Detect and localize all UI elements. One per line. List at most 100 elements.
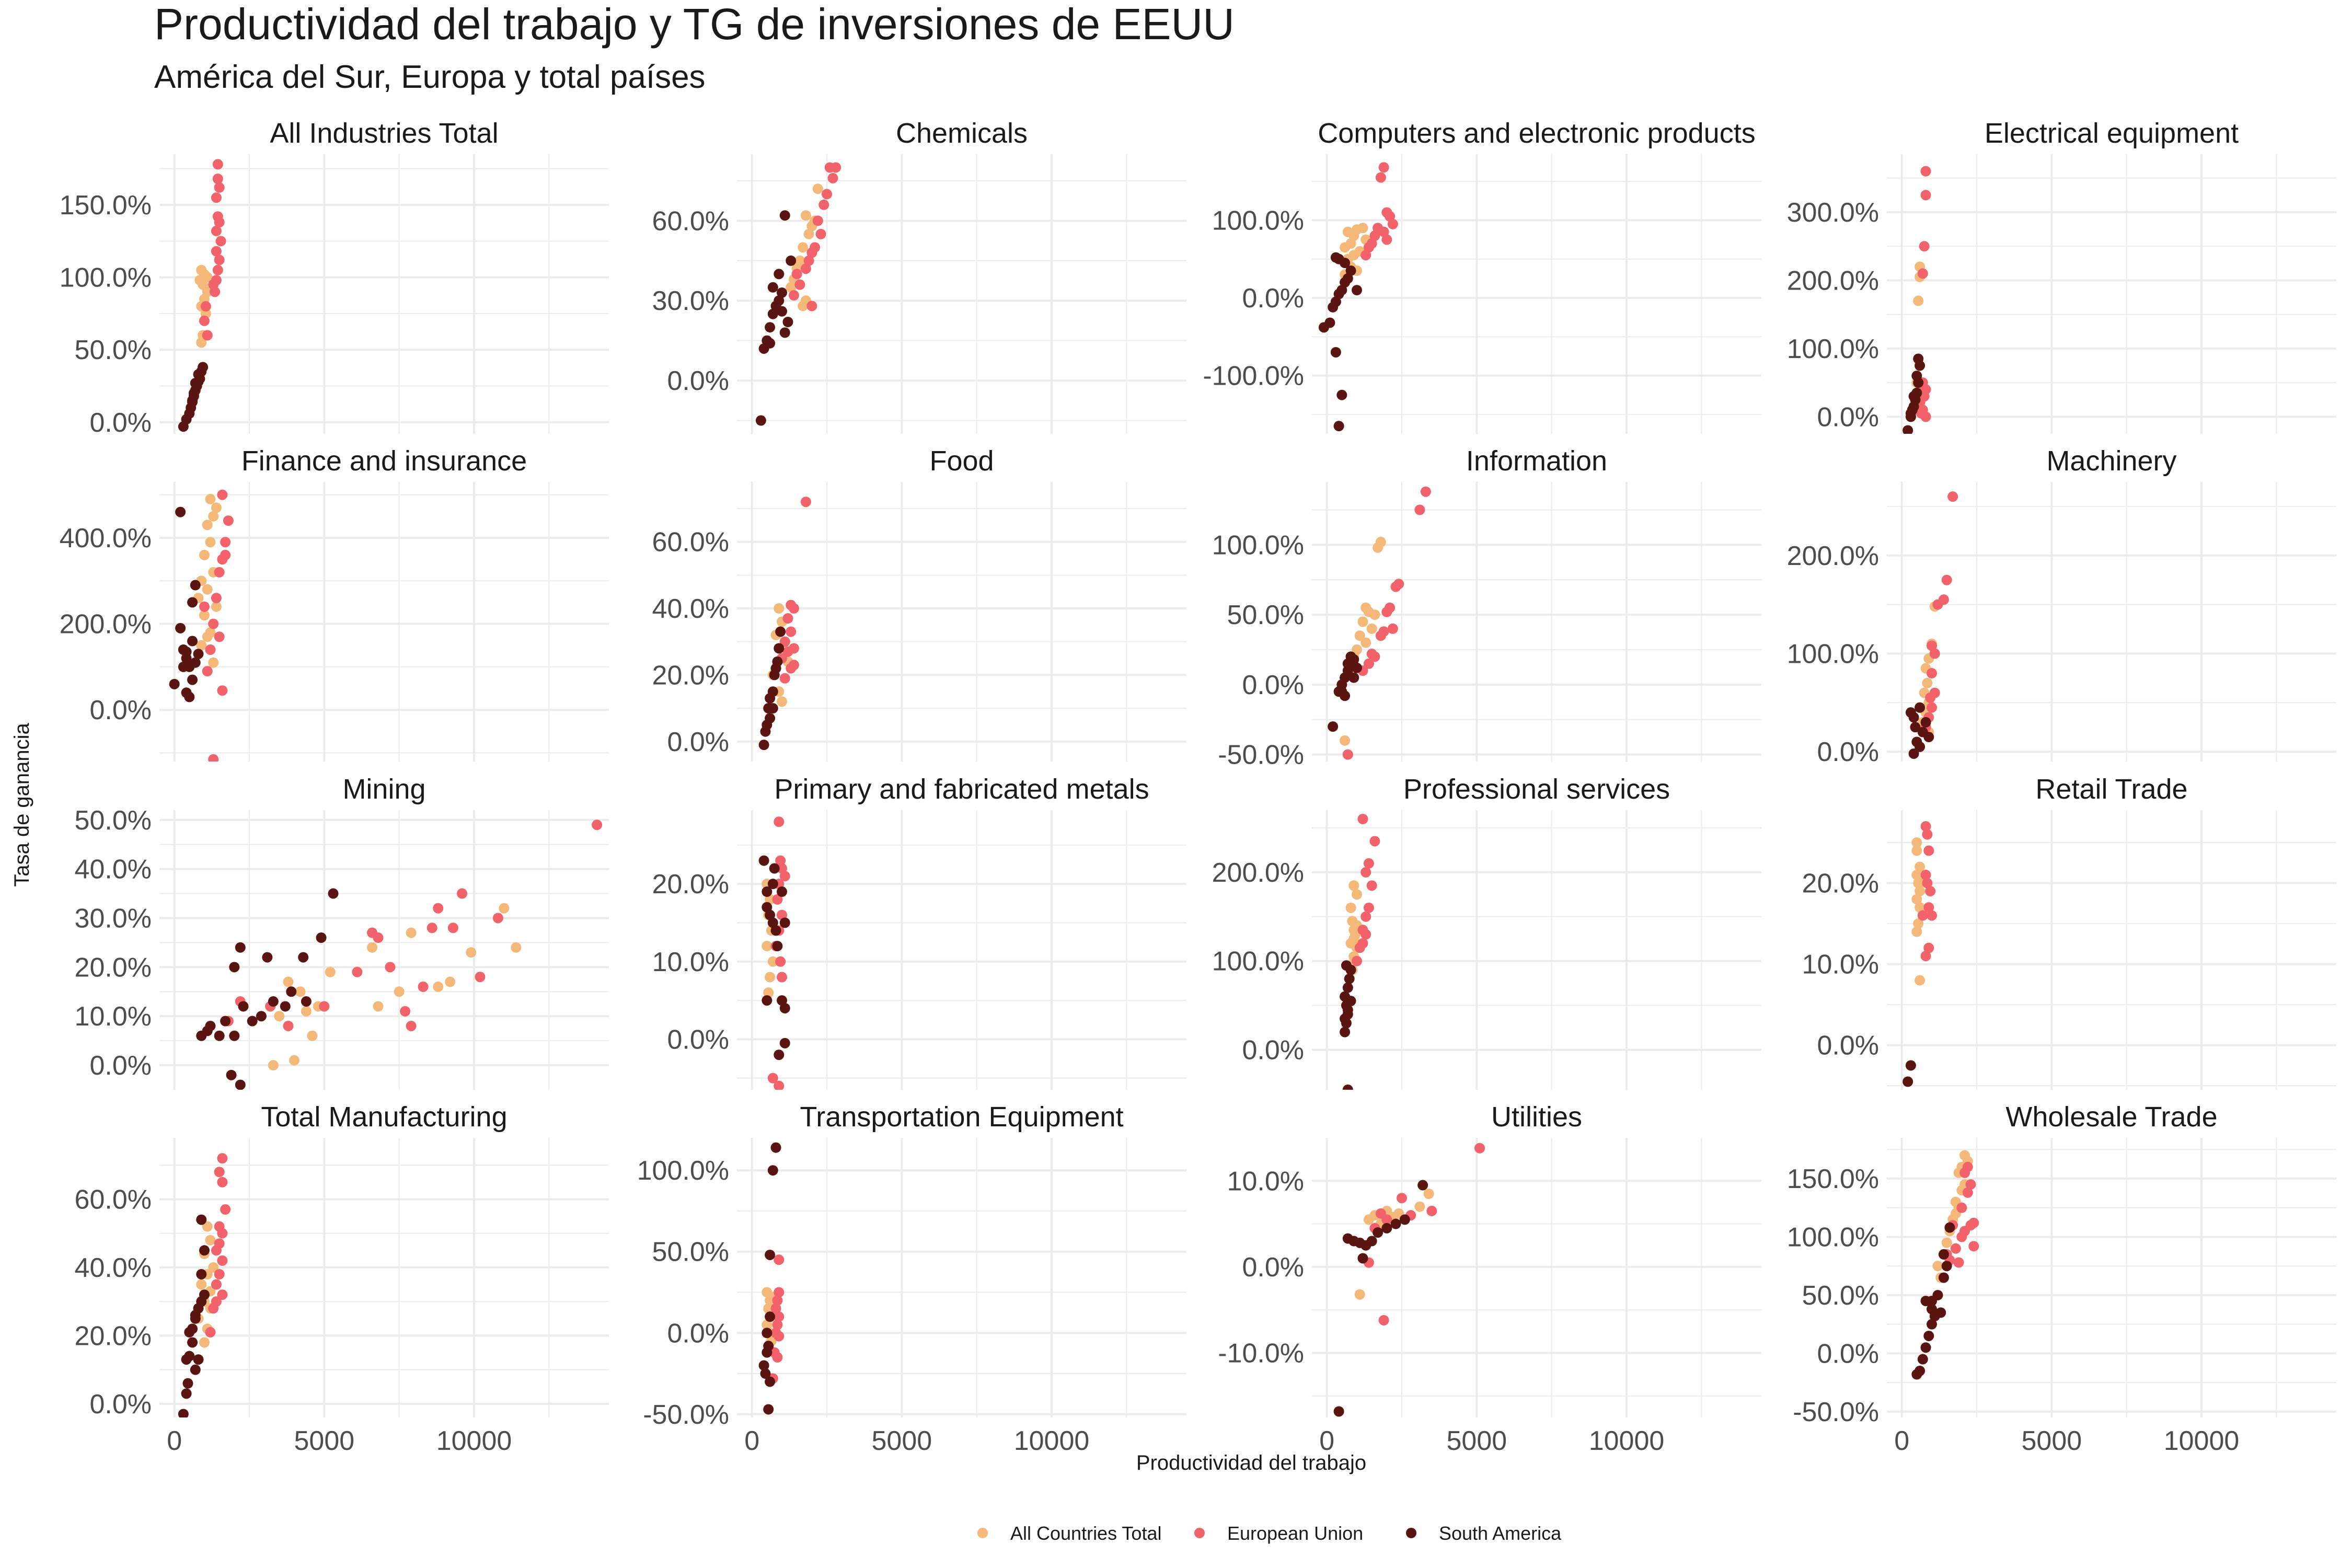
point-all-countries-total xyxy=(208,511,219,522)
point-south-america xyxy=(1923,732,1934,743)
point-south-america xyxy=(777,306,787,317)
point-european-union xyxy=(1363,902,1374,913)
point-european-union xyxy=(827,172,838,183)
point-all-countries-total xyxy=(800,210,811,221)
facet-title: Wholesale Trade xyxy=(2005,1101,2217,1133)
point-south-america xyxy=(1915,741,1926,752)
point-all-countries-total xyxy=(1357,616,1368,627)
point-european-union xyxy=(812,215,823,226)
facet-title: Professional services xyxy=(1403,774,1670,805)
y-tick-label: 100.0% xyxy=(1212,205,1304,236)
point-european-union xyxy=(1919,241,1930,252)
point-south-america xyxy=(1336,389,1347,400)
points-group xyxy=(1340,813,1380,1090)
point-european-union xyxy=(1363,658,1374,669)
y-tick-label: 100.0% xyxy=(1212,947,1304,977)
point-south-america xyxy=(779,1037,790,1048)
point-european-union xyxy=(1366,880,1377,891)
point-south-america xyxy=(235,1079,246,1090)
point-south-america xyxy=(1381,1223,1392,1233)
point-european-union xyxy=(1414,504,1425,515)
point-south-america xyxy=(1342,658,1353,669)
point-european-union xyxy=(774,1254,785,1265)
point-south-america xyxy=(235,942,246,953)
point-european-union xyxy=(775,956,786,967)
y-tick-label: 0.0% xyxy=(89,408,152,438)
point-south-america xyxy=(775,626,786,637)
point-european-union xyxy=(1342,749,1353,760)
facet-title: Computers and electronic products xyxy=(1318,118,1755,149)
point-south-america xyxy=(762,995,773,1006)
point-all-countries-total xyxy=(295,986,306,997)
point-european-union xyxy=(815,228,826,239)
point-south-america xyxy=(1920,1342,1931,1353)
point-south-america xyxy=(767,703,778,714)
chart-subtitle: América del Sur, Europa y total países xyxy=(154,59,706,95)
legend-label-south-america: South America xyxy=(1439,1523,1562,1544)
y-tick-label: 100.0% xyxy=(1787,334,1879,364)
point-european-union xyxy=(457,888,468,899)
y-tick-label: -50.0% xyxy=(1793,1397,1879,1427)
facet-title: Transportation Equipment xyxy=(800,1101,1123,1133)
point-european-union xyxy=(217,489,228,500)
facet-panels: 0.0% 50.0% 100.0% 150.0% All Industries Tota… xyxy=(60,118,2336,1456)
point-european-union xyxy=(779,673,790,684)
facet-panel-food: 0.0% 20.0% 40.0% 60.0% Food xyxy=(652,445,1186,762)
y-tick-label: 20.0% xyxy=(652,869,729,900)
point-european-union xyxy=(220,537,231,548)
y-tick-label: -50.0% xyxy=(1218,740,1304,770)
point-european-union xyxy=(211,246,222,257)
point-all-countries-total xyxy=(1348,880,1359,891)
point-south-america xyxy=(762,1328,773,1339)
point-south-america xyxy=(1345,996,1356,1007)
point-european-union xyxy=(800,263,811,274)
legend-key-all-countries-total xyxy=(977,1528,988,1538)
facet-panel-chemicals: 0.0% 30.0% 60.0% Chemicals xyxy=(652,118,1186,434)
point-european-union xyxy=(385,962,396,973)
point-south-america xyxy=(1366,1236,1377,1247)
point-south-america xyxy=(187,597,198,608)
facet-title: Electrical equipment xyxy=(1985,118,2239,149)
point-european-union xyxy=(1927,702,1937,713)
point-south-america xyxy=(214,1030,225,1041)
point-south-america xyxy=(298,952,309,963)
point-all-countries-total xyxy=(307,1030,318,1041)
point-south-america xyxy=(1333,1406,1344,1417)
point-european-union xyxy=(782,613,793,624)
y-tick-label: -10.0% xyxy=(1218,1339,1304,1369)
point-european-union xyxy=(777,972,787,983)
point-all-countries-total xyxy=(202,584,213,595)
point-european-union xyxy=(788,603,799,614)
facet-title: All Industries Total xyxy=(270,118,498,149)
point-european-union xyxy=(199,315,210,326)
point-european-union xyxy=(352,966,363,977)
point-south-america xyxy=(1908,712,1919,723)
points-group xyxy=(758,1142,785,1415)
point-south-america xyxy=(1342,982,1353,993)
legend-label-european-union: European Union xyxy=(1227,1523,1363,1544)
x-tick-label: 10000 xyxy=(436,1426,512,1456)
point-south-america xyxy=(777,287,787,298)
point-all-countries-total xyxy=(798,301,809,312)
point-european-union xyxy=(202,330,213,341)
point-all-countries-total xyxy=(1414,1201,1425,1212)
point-european-union xyxy=(779,636,790,647)
point-south-america xyxy=(760,1368,771,1379)
point-european-union xyxy=(1920,821,1931,832)
point-all-countries-total xyxy=(325,966,336,977)
point-south-america xyxy=(765,338,776,349)
point-south-america xyxy=(184,1351,195,1362)
point-south-america xyxy=(774,295,785,306)
point-all-countries-total xyxy=(211,601,222,612)
point-european-union xyxy=(786,626,797,637)
point-european-union xyxy=(211,225,222,236)
point-european-union xyxy=(1917,268,1928,279)
y-tick-label: -100.0% xyxy=(1203,361,1304,391)
point-all-countries-total xyxy=(202,520,213,531)
point-european-union xyxy=(772,1295,783,1306)
facet-panel-transportation-equipment: -50.0% 0.0% 50.0% 100.0% Transportation Equi… xyxy=(637,1101,1186,1456)
point-european-union xyxy=(767,1073,778,1083)
point-south-america xyxy=(758,740,769,751)
point-european-union xyxy=(220,1204,231,1215)
facet-title: Utilities xyxy=(1491,1101,1582,1133)
